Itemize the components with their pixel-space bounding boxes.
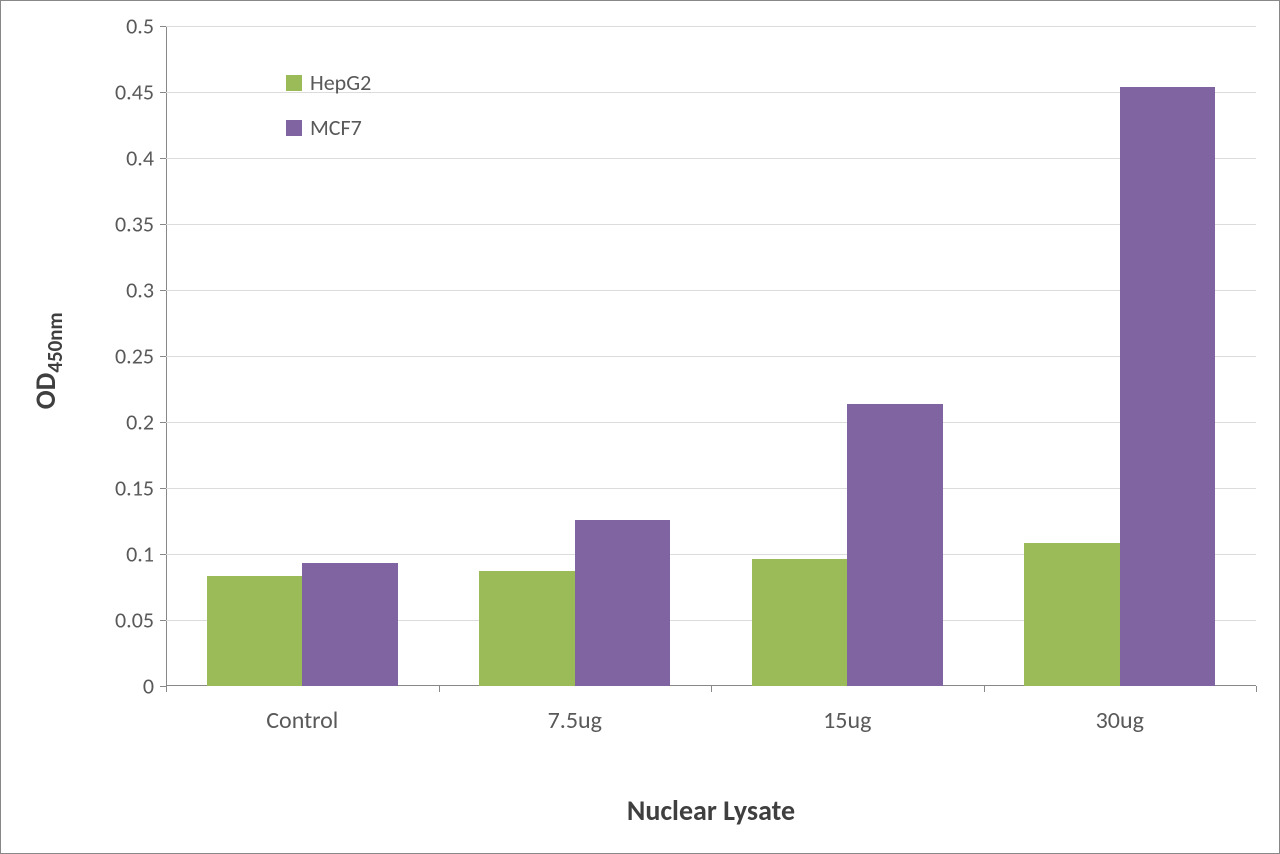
y-tick-mark <box>160 620 166 621</box>
legend-swatch <box>286 120 302 136</box>
y-axis-title: OD450nm <box>28 291 68 431</box>
y-gridline <box>166 290 1256 291</box>
x-tick-mark <box>166 686 167 692</box>
x-tick-mark <box>1256 686 1257 692</box>
y-tick-mark <box>160 92 166 93</box>
y-gridline <box>166 26 1256 27</box>
x-tick-mark <box>984 686 985 692</box>
bar <box>575 520 670 686</box>
y-tick-mark <box>160 290 166 291</box>
y-tick-label: 0.2 <box>126 409 154 436</box>
y-tick-label: 0.05 <box>115 607 154 634</box>
y-gridline <box>166 488 1256 489</box>
x-tick-mark <box>711 686 712 692</box>
y-tick-label: 0.1 <box>126 541 154 568</box>
x-tick-label: 15ug <box>823 706 871 735</box>
x-tick-label: 30ug <box>1096 706 1144 735</box>
y-tick-mark <box>160 488 166 489</box>
x-axis-title: Nuclear Lysate <box>511 793 911 828</box>
y-tick-mark <box>160 158 166 159</box>
bar <box>302 563 397 686</box>
bar <box>1024 543 1119 686</box>
y-tick-label: 0.5 <box>126 13 154 40</box>
y-axis-title-sub: 450nm <box>42 312 68 372</box>
x-tick-mark <box>439 686 440 692</box>
bar <box>752 559 847 686</box>
bar <box>847 404 942 686</box>
legend-item: HepG2 <box>286 69 371 96</box>
x-tick-label: 7.5ug <box>548 706 602 735</box>
x-tick-label: Control <box>266 706 338 735</box>
y-tick-label: 0.25 <box>115 343 154 370</box>
y-tick-label: 0.4 <box>126 145 154 172</box>
y-gridline <box>166 422 1256 423</box>
y-tick-label: 0 <box>143 673 154 700</box>
y-tick-label: 0.35 <box>115 211 154 238</box>
y-tick-mark <box>160 26 166 27</box>
y-gridline <box>166 224 1256 225</box>
y-tick-mark <box>160 422 166 423</box>
y-tick-mark <box>160 224 166 225</box>
legend-label: HepG2 <box>310 69 371 96</box>
y-tick-mark <box>160 554 166 555</box>
y-gridline <box>166 356 1256 357</box>
bar <box>479 571 574 686</box>
y-tick-label: 0.3 <box>126 277 154 304</box>
y-tick-mark <box>160 356 166 357</box>
legend-item: MCF7 <box>286 114 371 141</box>
y-tick-label: 0.15 <box>115 475 154 502</box>
y-tick-label: 0.45 <box>115 79 154 106</box>
y-axis-title-prefix: OD <box>28 373 63 410</box>
bar <box>1120 87 1215 686</box>
legend-swatch <box>286 75 302 91</box>
bar <box>207 576 302 686</box>
legend-label: MCF7 <box>310 114 362 141</box>
legend: HepG2 MCF7 <box>286 69 371 159</box>
chart-container: 0 0.05 0.1 0.15 0.2 0.25 0.3 0.35 0.4 0.45 0.5 Cont… <box>0 0 1280 854</box>
